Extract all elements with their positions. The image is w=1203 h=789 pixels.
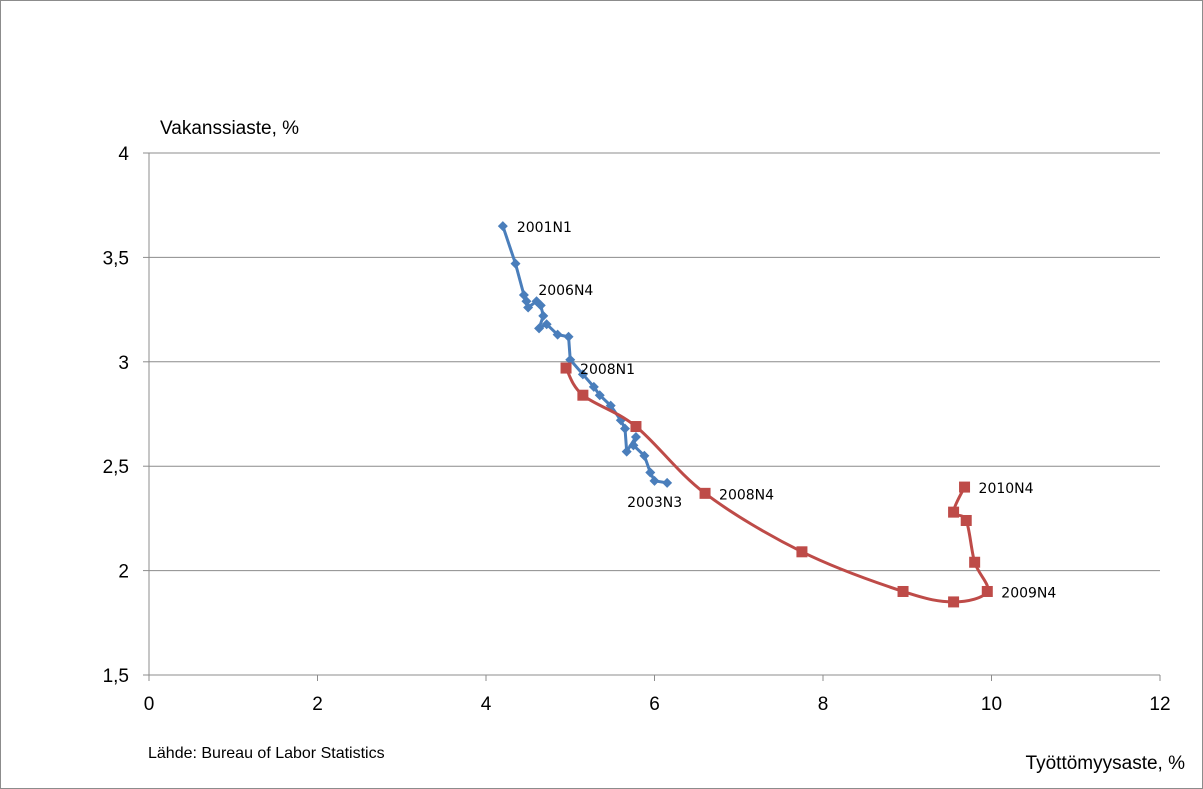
data-point	[948, 596, 960, 608]
x-tick-label: 8	[818, 694, 829, 715]
data-point	[594, 390, 605, 401]
data-point	[948, 506, 960, 518]
data-point	[563, 331, 574, 342]
data-point	[981, 585, 993, 597]
data-point	[538, 310, 549, 321]
series-line	[564, 367, 990, 604]
data-point	[897, 585, 909, 597]
x-axis-title: Työttömyysaste, %	[1026, 753, 1186, 774]
data-point	[552, 329, 563, 340]
y-tick-label: 1,5	[103, 666, 129, 687]
series-layer	[497, 221, 993, 608]
y-tick-label: 3,5	[103, 248, 129, 269]
data-point	[620, 423, 631, 434]
x-tick-label: 12	[1149, 694, 1170, 715]
data-point	[959, 481, 971, 493]
data-point	[969, 556, 981, 568]
data-point	[662, 477, 673, 488]
data-point	[497, 221, 508, 232]
data-point	[645, 467, 656, 478]
data-point	[535, 300, 546, 311]
data-point	[588, 381, 599, 392]
data-label: 2008N1	[580, 362, 635, 378]
x-tick-label: 6	[649, 694, 660, 715]
data-point	[541, 319, 552, 330]
y-axis-title: Vakanssiaste, %	[160, 118, 299, 139]
data-point	[560, 362, 572, 374]
data-point	[628, 440, 639, 451]
series-line	[501, 225, 668, 485]
axes: 1,5 2 2,5 3 3,5 4 0 2 4 6 8 10 12	[103, 144, 1171, 715]
data-point	[796, 546, 808, 558]
x-tick-label: 0	[144, 694, 155, 715]
data-point	[649, 475, 660, 486]
data-point	[510, 258, 521, 269]
data-point	[577, 389, 589, 401]
data-label: 2009N4	[1001, 585, 1056, 601]
x-tick-label: 4	[481, 694, 492, 715]
data-point	[523, 302, 534, 313]
y-tick-label: 2,5	[103, 457, 129, 478]
data-label: 2003N3	[627, 495, 682, 511]
data-point	[534, 323, 545, 334]
data-label: 2010N4	[979, 481, 1034, 497]
source-note: Lähde: Bureau of Labor Statistics	[148, 745, 385, 762]
data-label: 2006N4	[538, 283, 593, 299]
x-tick-label: 2	[312, 694, 323, 715]
y-tick-label: 3	[118, 353, 129, 374]
data-point	[960, 514, 972, 526]
x-tick-label: 10	[981, 694, 1002, 715]
data-point	[630, 431, 641, 442]
data-label: 2001N1	[517, 220, 572, 236]
data-point	[565, 354, 576, 365]
data-point	[699, 487, 711, 499]
data-point	[577, 369, 588, 380]
point-labels: 2001N1 2003N3 2008N1 2008N4 2009N4 2010N4 2006…	[517, 220, 1057, 601]
data-point	[630, 421, 642, 433]
data-point	[639, 450, 650, 461]
data-point	[621, 446, 632, 457]
y-tick-label: 2	[118, 562, 129, 583]
y-tick-label: 4	[118, 144, 129, 165]
data-label: 2008N4	[719, 487, 774, 503]
